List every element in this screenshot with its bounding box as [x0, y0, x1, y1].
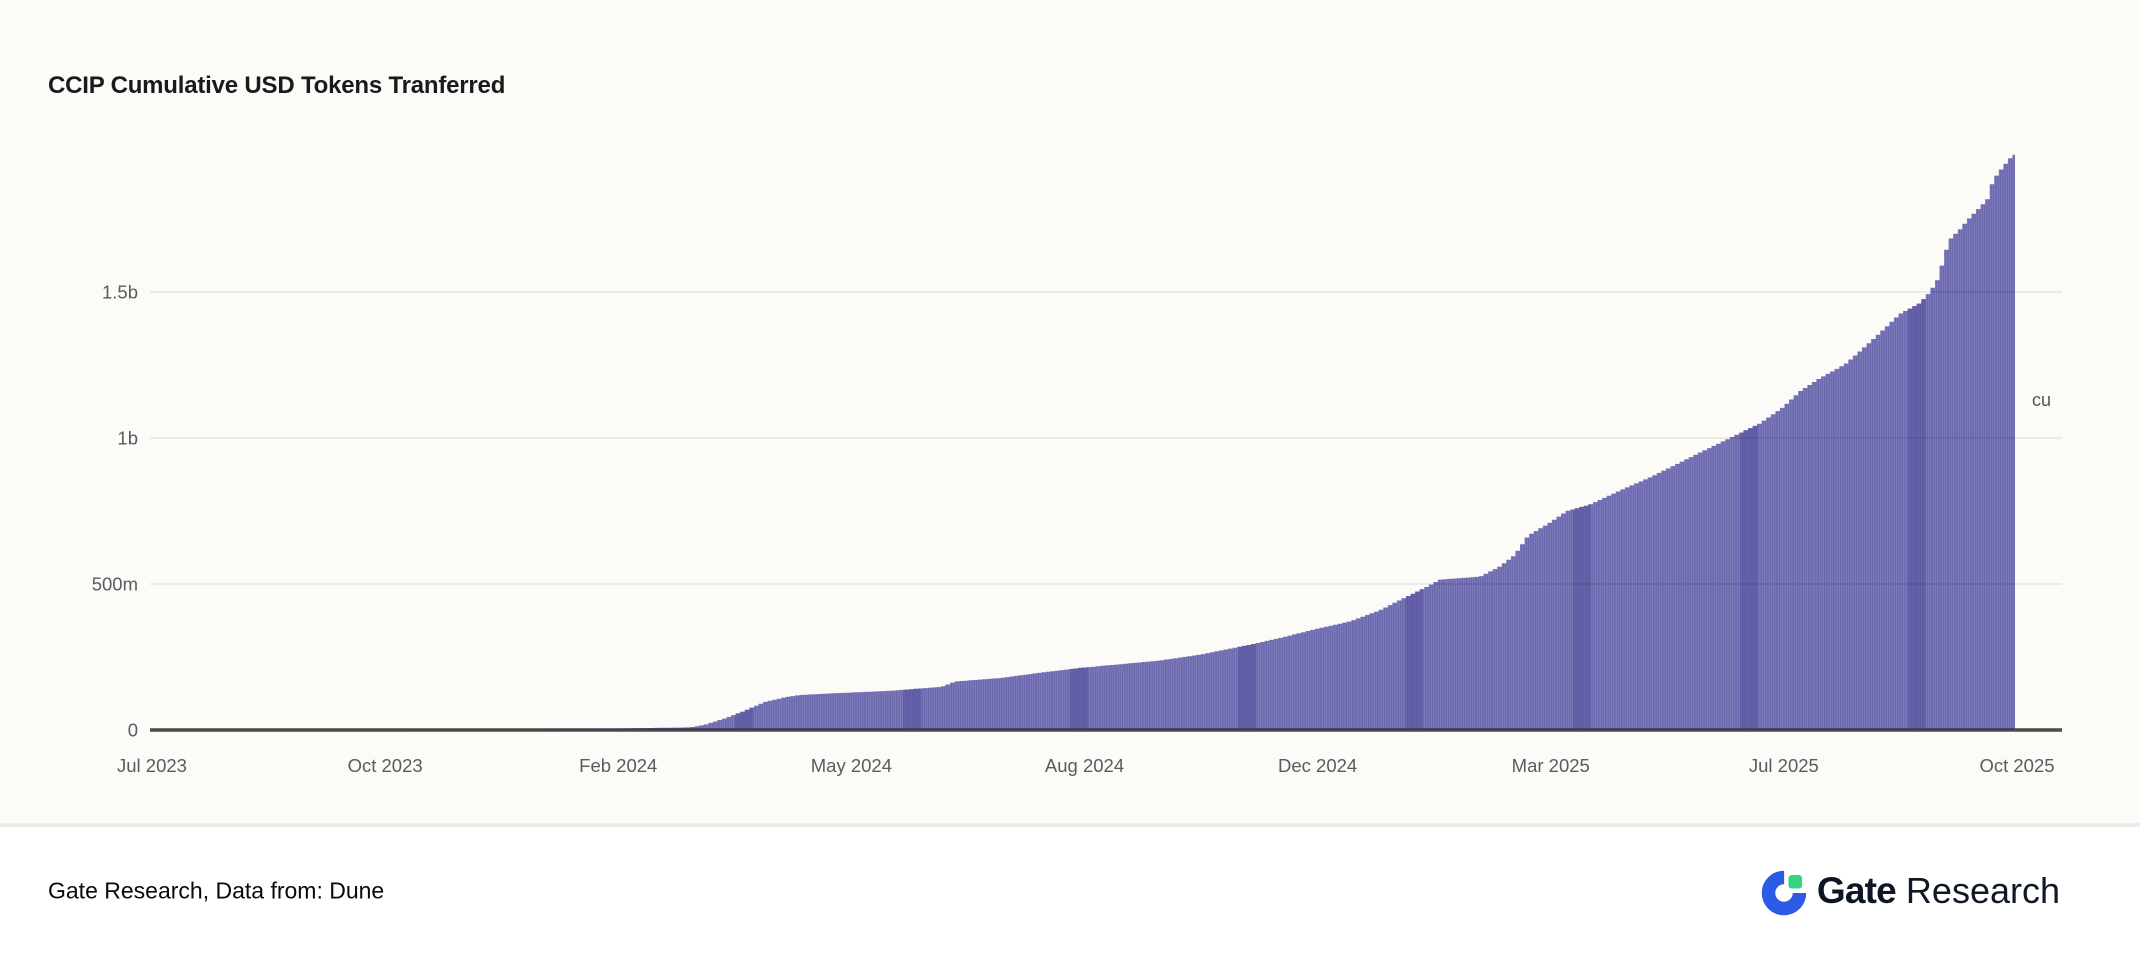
bar-dark-band — [903, 154, 921, 730]
bar-dark-band — [1070, 154, 1088, 730]
bar-dark-band — [1740, 154, 1758, 730]
bar-dark-band — [1405, 154, 1423, 730]
bar-dark-band — [1573, 154, 1591, 730]
x-tick-label: May 2024 — [811, 755, 892, 776]
chart-panel: CCIP Cumulative USD Tokens Tranferred 0 5… — [48, 72, 2062, 776]
y-tick-label: 1.5b — [102, 282, 138, 303]
panel-divider — [0, 823, 2140, 827]
y-tick-label: 0 — [128, 720, 138, 741]
chart-title: CCIP Cumulative USD Tokens Tranferred — [48, 72, 506, 99]
cumulative-bar-chart: 0 500m 1b 1.5b Jul 2023 Oct 2023 Feb 2024 May 2… — [92, 154, 2062, 776]
right-axis-truncated-label: cu — [2032, 390, 2052, 410]
gate-logo-ring — [1761, 870, 1807, 915]
footer: Gate Research, Data from: Dune Gate Rese… — [0, 827, 2140, 954]
gate-research-logo: Gate Research — [1760, 866, 2060, 916]
bar-dark-band — [1908, 154, 1926, 730]
x-tick-label: Mar 2025 — [1512, 755, 1590, 776]
y-tick-label: 500m — [92, 574, 138, 595]
logo-word-gate: Gate — [1816, 869, 1897, 911]
x-tick-label: Oct 2025 — [1979, 755, 2054, 776]
bar-dark-band — [1238, 154, 1256, 730]
gate-logo-green-square — [1788, 874, 1802, 888]
x-tick-label: Jul 2023 — [117, 755, 187, 776]
x-tick-label: Oct 2023 — [348, 755, 423, 776]
bar-dark-band — [735, 154, 753, 730]
x-tick-label: Jul 2025 — [1749, 755, 1819, 776]
source-credit: Gate Research, Data from: Dune — [48, 877, 385, 903]
gate-logo-icon — [1761, 870, 1807, 915]
logo-word-research: Research — [1905, 869, 2060, 911]
bar-area-cumulative-series — [152, 154, 2015, 731]
x-tick-label: Feb 2024 — [579, 755, 657, 776]
x-tick-label: Dec 2024 — [1278, 755, 1357, 776]
x-tick-label: Aug 2024 — [1045, 755, 1124, 776]
y-tick-label: 1b — [117, 428, 138, 449]
